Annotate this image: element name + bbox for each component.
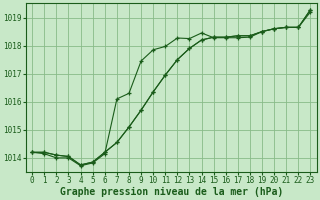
X-axis label: Graphe pression niveau de la mer (hPa): Graphe pression niveau de la mer (hPa) [60,186,283,197]
